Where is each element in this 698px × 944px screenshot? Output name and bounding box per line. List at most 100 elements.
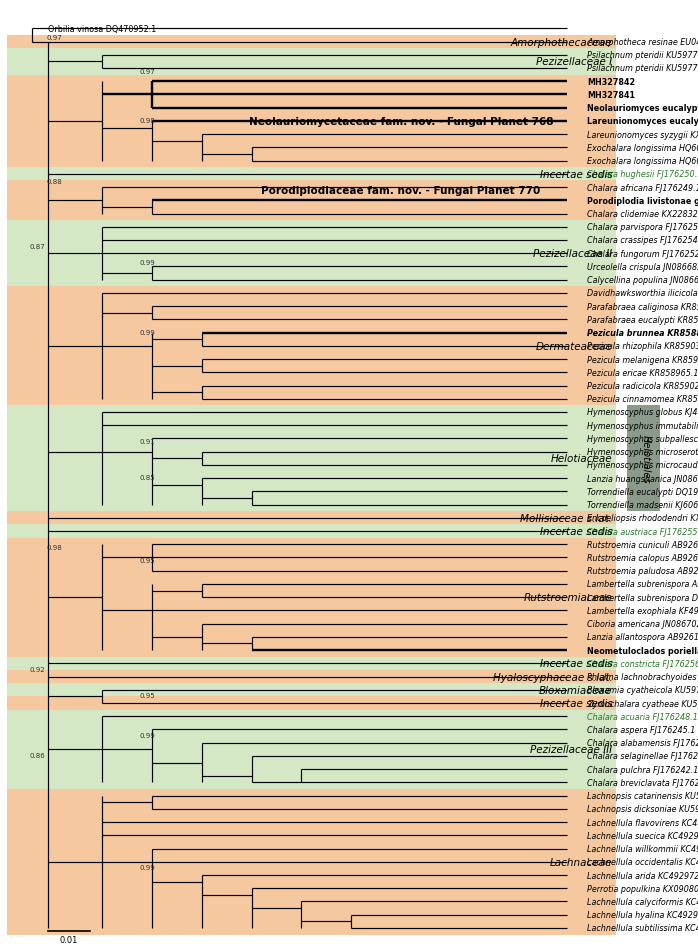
- Text: Lachnellula subtilissima KC492979.1: Lachnellula subtilissima KC492979.1: [588, 923, 698, 933]
- Text: Chalara clidemiae KX228321.1: Chalara clidemiae KX228321.1: [588, 210, 698, 219]
- Text: Lachnellula arida KC492972.1: Lachnellula arida KC492972.1: [588, 870, 698, 880]
- Text: Rutstroemia cuniculi AB926146.1: Rutstroemia cuniculi AB926146.1: [588, 540, 698, 549]
- Text: Orbilia vinosa DQ470952.1: Orbilia vinosa DQ470952.1: [48, 25, 156, 34]
- Text: Phialina lachnobrachyoides JN086715.1: Phialina lachnobrachyoides JN086715.1: [588, 672, 698, 682]
- Text: Incertae sedis: Incertae sedis: [540, 170, 612, 179]
- Text: Pezicula radicicola KR859029.1: Pezicula radicicola KR859029.1: [588, 381, 698, 391]
- Text: Porodiplodiaceae fam. nov. - Fungal Planet 770: Porodiplodiaceae fam. nov. - Fungal Plan…: [261, 186, 540, 195]
- Text: Chalara parvispora FJ176253.1: Chalara parvispora FJ176253.1: [588, 223, 698, 232]
- Text: Rutstroemiaceae: Rutstroemiaceae: [524, 593, 612, 602]
- Text: 0.92: 0.92: [30, 666, 45, 672]
- Text: Incertae sedis: Incertae sedis: [540, 699, 612, 708]
- Text: 0.91: 0.91: [140, 439, 156, 445]
- Text: Hymenoscyphus subpallescens KJ472255.1: Hymenoscyphus subpallescens KJ472255.1: [588, 434, 698, 444]
- Text: 0.97: 0.97: [140, 69, 156, 75]
- Text: Neometuloclados poriella eucalypti gen. et sp. nov. - Fungal Planet 763: Neometuloclados poriella eucalypti gen. …: [588, 646, 698, 655]
- Bar: [7, 697, 616, 710]
- Text: 0.99: 0.99: [140, 733, 156, 738]
- Text: Lachnellula hyalina KC492976.1: Lachnellula hyalina KC492976.1: [588, 910, 698, 919]
- Bar: [7, 525, 616, 538]
- Text: Torrendiella madsenii KJ606676.1: Torrendiella madsenii KJ606676.1: [588, 500, 698, 510]
- Bar: [7, 406, 616, 512]
- Text: Lareunionomyces eucalypti sp. nov. - Fungal Planet 767: Lareunionomyces eucalypti sp. nov. - Fun…: [588, 117, 698, 126]
- Text: 0.88: 0.88: [46, 179, 62, 185]
- Text: Pezizellaceae II: Pezizellaceae II: [533, 249, 612, 259]
- Text: Hyaloscyphaceae s.lat.: Hyaloscyphaceae s.lat.: [493, 672, 612, 682]
- Bar: [7, 657, 616, 670]
- Bar: [7, 683, 616, 697]
- Text: Parafabraea caliginosa KR858881.1: Parafabraea caliginosa KR858881.1: [588, 302, 698, 312]
- Text: Rutstroemia calopus AB926155.1: Rutstroemia calopus AB926155.1: [588, 553, 698, 563]
- Text: 0.99: 0.99: [140, 865, 156, 870]
- Text: Chalara breviclavata FJ176243.1: Chalara breviclavata FJ176243.1: [588, 778, 698, 787]
- Bar: [627, 406, 660, 512]
- Text: Amorphotheca resinae EU040231.1: Amorphotheca resinae EU040231.1: [588, 38, 698, 47]
- Text: Perrotia populkina KX090802.1: Perrotia populkina KX090802.1: [588, 884, 698, 893]
- Text: MH327841: MH327841: [588, 91, 635, 100]
- Text: Exochalara longissima HQ609476.1: Exochalara longissima HQ609476.1: [588, 143, 698, 153]
- Text: Chalara selaginellae FJ176241.1: Chalara selaginellae FJ176241.1: [588, 751, 698, 761]
- Text: Chalara constricta FJ176256.1: Chalara constricta FJ176256.1: [588, 659, 698, 668]
- Text: Pezicula ericae KR858965.1: Pezicula ericae KR858965.1: [588, 368, 698, 378]
- Text: Lachnellula suecica KC492980.1: Lachnellula suecica KC492980.1: [588, 831, 698, 840]
- Text: Helotiales: Helotiales: [641, 434, 651, 483]
- Text: Chalara aspera FJ176245.1: Chalara aspera FJ176245.1: [588, 725, 696, 734]
- Text: 0.01: 0.01: [60, 936, 78, 944]
- Text: Pezicula rhizophila KR859037.1: Pezicula rhizophila KR859037.1: [588, 342, 698, 351]
- Text: Lambertella subrenispora DQ470978.1: Lambertella subrenispora DQ470978.1: [588, 593, 698, 602]
- Text: Pezizellaceae I: Pezizellaceae I: [536, 58, 612, 67]
- Bar: [7, 181, 616, 221]
- Text: MH327842: MH327842: [588, 77, 635, 87]
- Text: Pezizellaceae III: Pezizellaceae III: [530, 745, 612, 754]
- Text: Hymenoscyphus microserotinus AB926135.1: Hymenoscyphus microserotinus AB926135.1: [588, 447, 698, 457]
- Text: Hymenoscyphus immutabilis KJ472239.1: Hymenoscyphus immutabilis KJ472239.1: [588, 421, 698, 430]
- Text: Chalara africana FJ176249.1: Chalara africana FJ176249.1: [588, 183, 698, 193]
- Text: Encoeliopsis rhododendri KX090801.1: Encoeliopsis rhododendri KX090801.1: [588, 514, 698, 523]
- Text: 0.87: 0.87: [30, 244, 45, 249]
- Text: Chalara acuaria FJ176248.1: Chalara acuaria FJ176248.1: [588, 712, 698, 721]
- Text: 0.85: 0.85: [140, 475, 155, 480]
- Text: Urceolella crispula JN086682.1: Urceolella crispula JN086682.1: [588, 262, 698, 272]
- Text: Hymenoscyphus globus KJ472238.1: Hymenoscyphus globus KJ472238.1: [588, 408, 698, 417]
- Text: Calycellina populina JN086685.1: Calycellina populina JN086685.1: [588, 276, 698, 285]
- Bar: [7, 710, 616, 789]
- Text: Porodiplodia livistonae gen. et sp. nov. - Fungal Planet 770: Porodiplodia livistonae gen. et sp. nov.…: [588, 196, 698, 206]
- Text: Lachnopsis catarinensis KU597760.1: Lachnopsis catarinensis KU597760.1: [588, 791, 698, 801]
- Text: 0.99: 0.99: [140, 260, 156, 266]
- Text: Incertae sedis: Incertae sedis: [540, 527, 612, 536]
- Text: Lareunionomyces syzygii KX228338.1: Lareunionomyces syzygii KX228338.1: [588, 130, 698, 140]
- Text: Lambertella subrenispora AB926152.1: Lambertella subrenispora AB926152.1: [588, 580, 698, 589]
- Bar: [7, 538, 616, 657]
- Text: Rutstroemia paludosa AB926158.1: Rutstroemia paludosa AB926158.1: [588, 566, 698, 576]
- Text: 0.98: 0.98: [140, 118, 156, 124]
- Text: Ciboria americana JN086702.1: Ciboria americana JN086702.1: [588, 619, 698, 629]
- Text: Hymenoscyphus microcaudatus KJ472245.1: Hymenoscyphus microcaudatus KJ472245.1: [588, 461, 698, 470]
- Text: Psilachnum pteridii KU597764.1: Psilachnum pteridii KU597764.1: [588, 51, 698, 60]
- Text: Lachnaceae: Lachnaceae: [550, 857, 612, 867]
- Text: Incertae sedis: Incertae sedis: [540, 659, 612, 668]
- Text: 0.95: 0.95: [140, 693, 155, 699]
- Text: Psilachnum pteridii KU597765.1: Psilachnum pteridii KU597765.1: [588, 64, 698, 74]
- Text: Lambertella exophiala KF499363.1: Lambertella exophiala KF499363.1: [588, 606, 698, 615]
- Text: Amorphothecaceae: Amorphothecaceae: [511, 38, 612, 47]
- Text: Mollisiaceae s.lat.: Mollisiaceae s.lat.: [520, 514, 612, 523]
- Text: Lanzia huangshanica JN086711.1: Lanzia huangshanica JN086711.1: [588, 474, 698, 483]
- Text: 0.97: 0.97: [46, 35, 62, 41]
- Text: Parafabraea eucalypti KR858882.1: Parafabraea eucalypti KR858882.1: [588, 315, 698, 325]
- Bar: [7, 76, 616, 168]
- Text: Lachnellula occidentalis KC492977.1: Lachnellula occidentalis KC492977.1: [588, 857, 698, 867]
- Text: 0.95: 0.95: [140, 558, 155, 564]
- Text: 0.98: 0.98: [46, 545, 62, 550]
- Bar: [7, 49, 616, 76]
- Text: Zymochalara cyatheae KU597766.1: Zymochalara cyatheae KU597766.1: [588, 699, 698, 708]
- Text: Davidhawksworthia ilicicola KU728555.1: Davidhawksworthia ilicicola KU728555.1: [588, 289, 698, 298]
- Text: Chalara pulchra FJ176242.1: Chalara pulchra FJ176242.1: [588, 765, 698, 774]
- Bar: [7, 670, 616, 683]
- Bar: [7, 789, 616, 935]
- Text: Bloxamiaceae: Bloxamiaceae: [539, 685, 612, 695]
- Text: Lachnellula flavovirens KC492975.1: Lachnellula flavovirens KC492975.1: [588, 818, 698, 827]
- Text: Chalara crassipes FJ176254.1: Chalara crassipes FJ176254.1: [588, 236, 698, 245]
- Bar: [7, 287, 616, 406]
- Text: Lachnellula calyciformis KC492973.1: Lachnellula calyciformis KC492973.1: [588, 897, 698, 906]
- Text: Torrendiella eucalypti DQ195800.1: Torrendiella eucalypti DQ195800.1: [588, 487, 698, 497]
